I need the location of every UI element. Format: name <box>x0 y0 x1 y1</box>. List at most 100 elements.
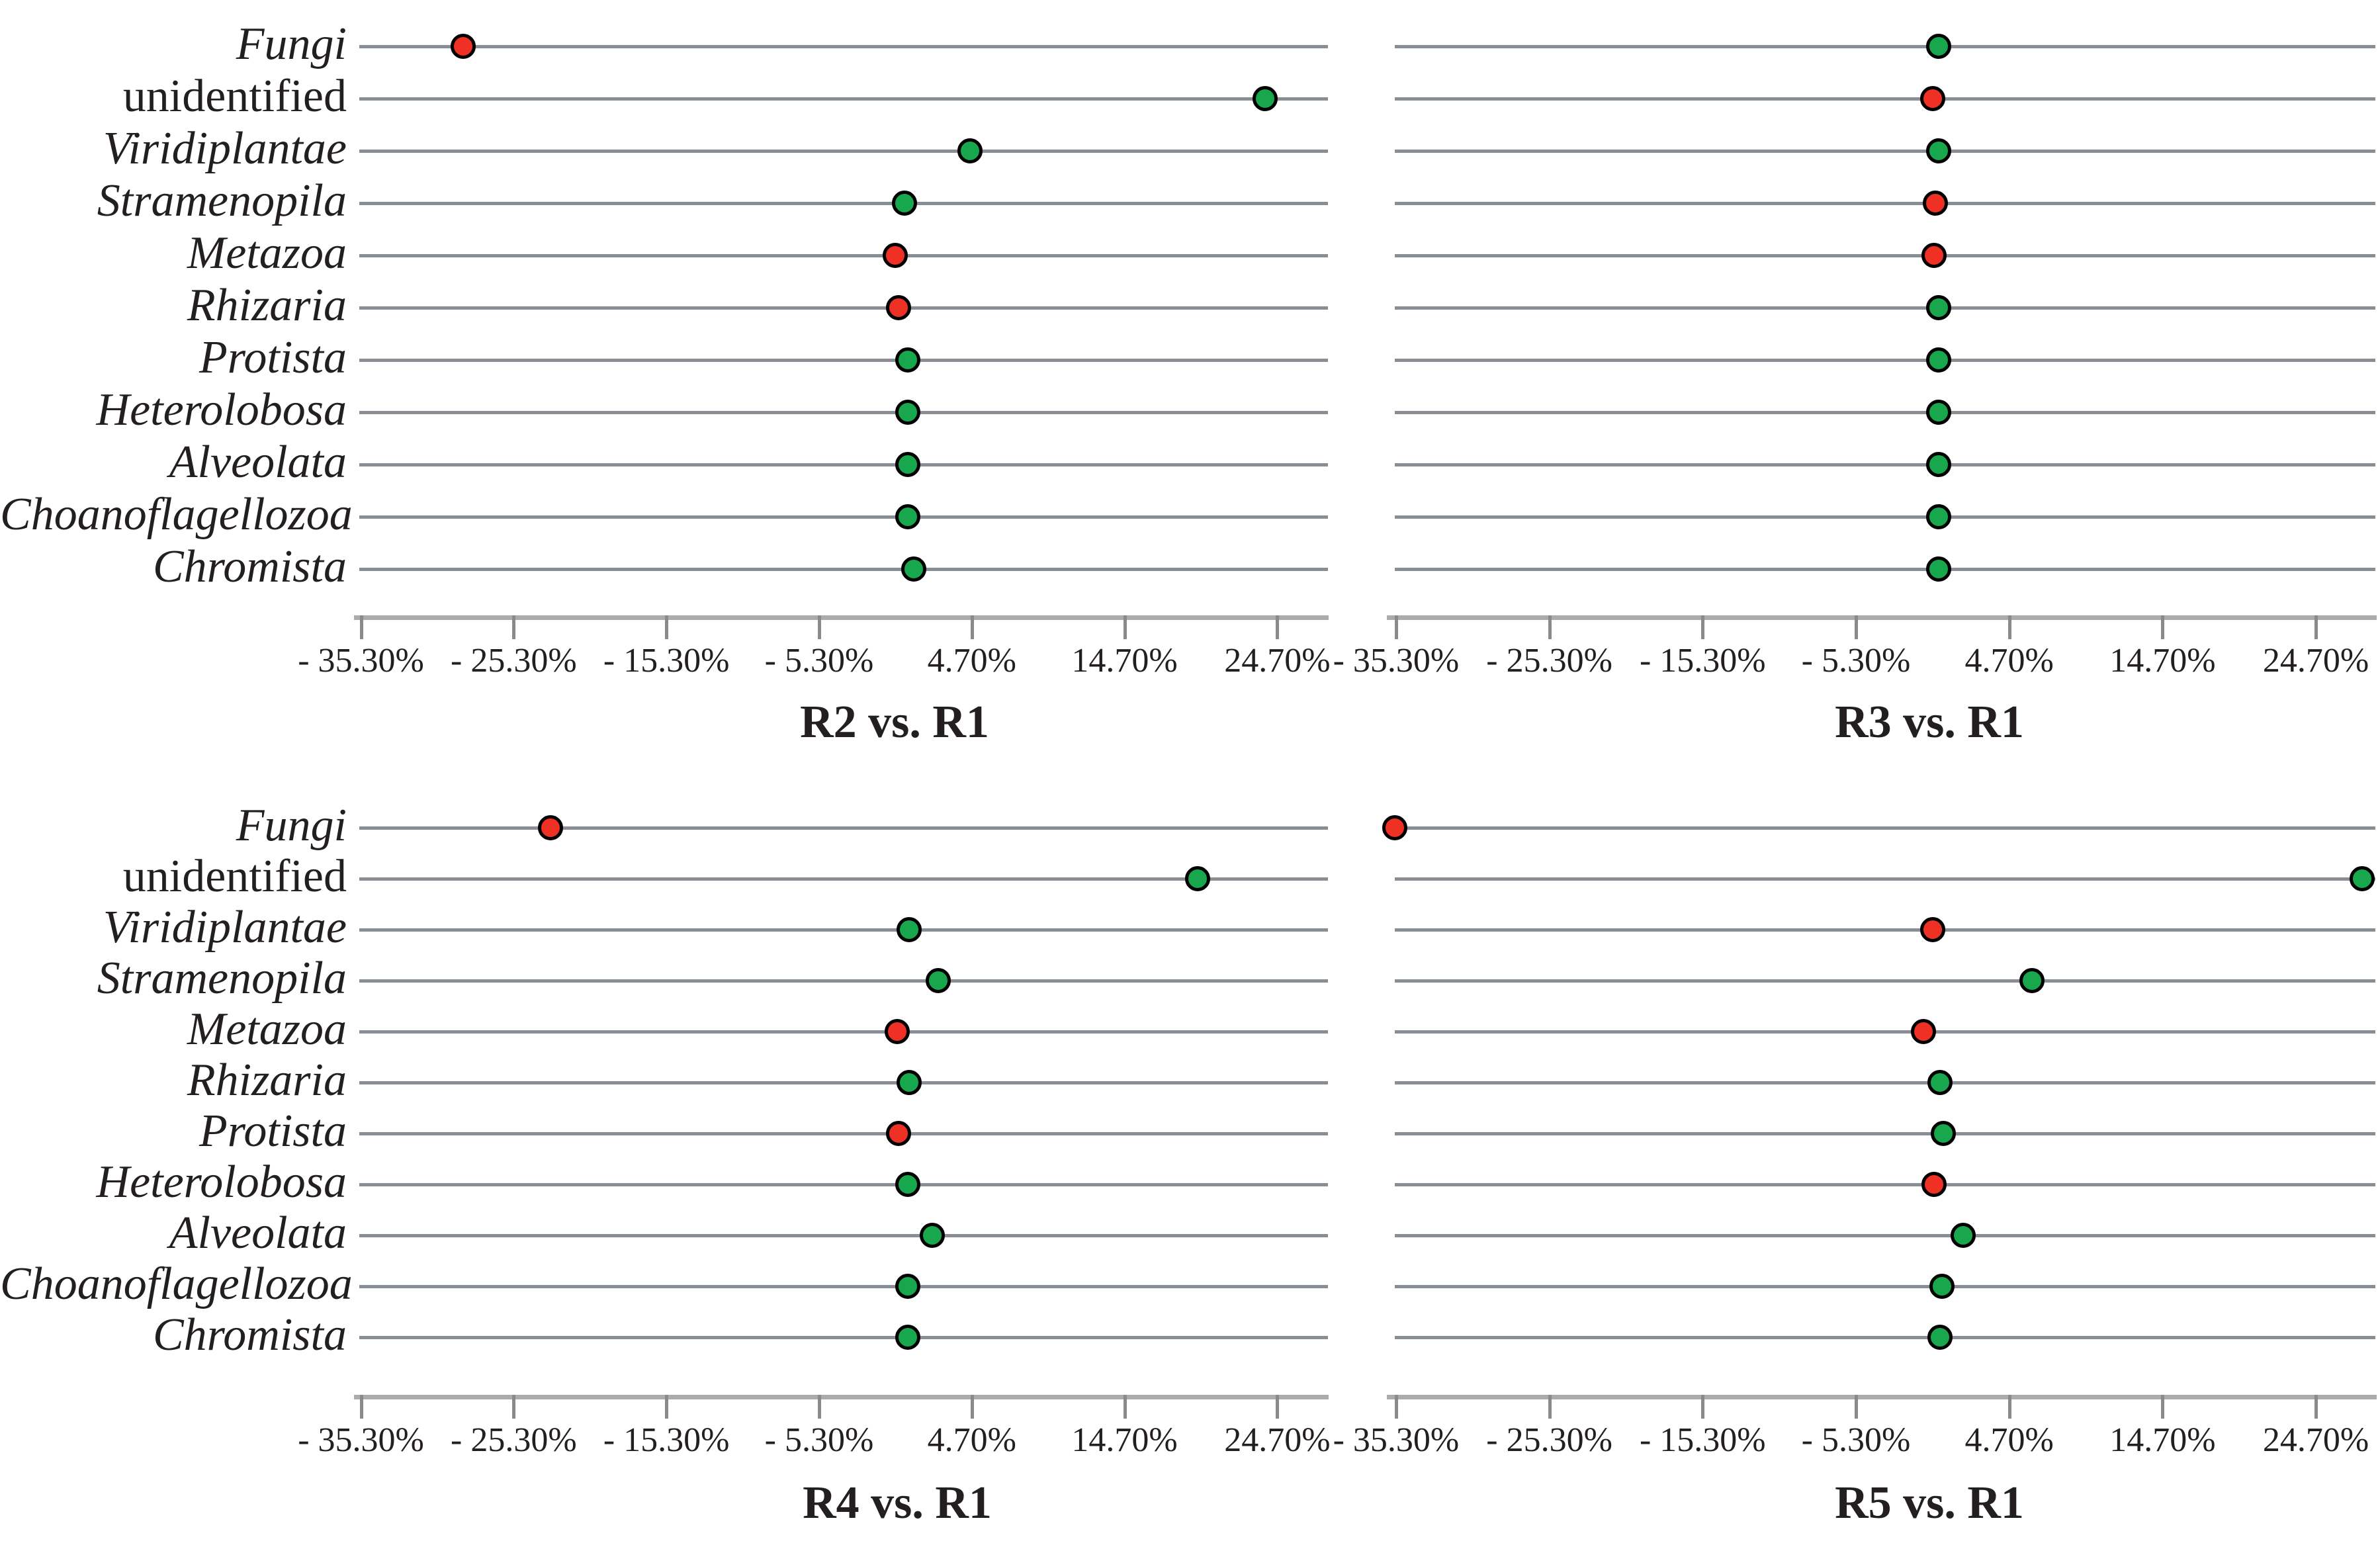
x-axis-tick-label: 4.70% <box>1964 1421 2054 1459</box>
increase-dot <box>895 347 920 373</box>
x-axis-tick-label: - 15.30% <box>603 642 730 680</box>
category-row-line <box>359 463 1328 466</box>
category-label: Protista <box>199 1106 347 1157</box>
x-axis-tick <box>1276 615 1280 639</box>
category-label: Choanoflagellozoa <box>0 489 353 541</box>
panel-title: R3 vs. R1 <box>1835 697 2024 748</box>
x-axis-tick-label: 14.70% <box>1071 1421 1178 1459</box>
increase-dot <box>926 968 951 993</box>
decrease-dot <box>1921 1172 1947 1197</box>
category-row-line <box>1395 45 2375 48</box>
category-row-line <box>1395 1132 2375 1135</box>
category-label: Chromista <box>152 1309 347 1361</box>
category-label: Stramenopila <box>97 953 347 1004</box>
x-axis-tick-label: 14.70% <box>2109 642 2216 680</box>
category-label: Heterolobosa <box>96 1157 347 1208</box>
increase-dot <box>901 556 927 582</box>
x-axis-tick <box>1854 615 1858 639</box>
decrease-dot <box>537 815 563 840</box>
decrease-dot <box>1919 86 1945 111</box>
x-axis-tick <box>359 1395 363 1419</box>
increase-dot <box>919 1223 945 1248</box>
x-axis-tick-label: - 15.30% <box>603 1421 730 1459</box>
x-axis-tick <box>1123 1395 1127 1419</box>
increase-dot <box>1929 1274 1955 1299</box>
category-row-line <box>1395 1081 2375 1084</box>
increase-dot <box>895 1325 920 1350</box>
x-axis-tick-label: - 5.30% <box>764 642 874 680</box>
x-axis-tick <box>1548 1395 1552 1419</box>
category-row-line <box>359 1336 1328 1339</box>
x-axis-tick-label: - 5.30% <box>1801 1421 1911 1459</box>
category-row-line <box>359 1030 1328 1034</box>
category-label: Viridiplantae <box>103 123 347 175</box>
x-axis-tick <box>665 615 669 639</box>
x-axis-tick-label: 4.70% <box>927 1421 1016 1459</box>
increase-dot <box>895 1274 920 1299</box>
category-row-line <box>1395 202 2375 205</box>
increase-dot <box>1926 295 1952 320</box>
category-row-line <box>359 1234 1328 1237</box>
category-row-line <box>359 254 1328 257</box>
category-label: Heterolobosa <box>96 384 347 436</box>
x-axis-tick <box>2161 615 2165 639</box>
x-axis-tick-label: 24.70% <box>1224 642 1331 680</box>
category-row-line <box>359 45 1328 48</box>
x-axis-tick <box>512 615 516 639</box>
decrease-dot <box>1919 917 1945 942</box>
category-row-line <box>359 826 1328 830</box>
x-axis-tick-label: - 25.30% <box>451 642 577 680</box>
category-label: Chromista <box>152 541 347 593</box>
category-label: Metazoa <box>187 1004 347 1055</box>
category-row-line <box>359 202 1328 205</box>
x-axis-line <box>354 1395 1329 1399</box>
category-row-line <box>1395 97 2375 101</box>
x-axis-tick <box>1394 615 1398 639</box>
category-label: Protista <box>199 332 347 384</box>
category-row-line <box>1395 411 2375 414</box>
x-axis-tick <box>2161 1395 2165 1419</box>
panel-title: R4 vs. R1 <box>803 1478 992 1528</box>
category-row-line <box>359 1285 1328 1288</box>
x-axis-tick-label: - 25.30% <box>1486 1421 1612 1459</box>
x-axis-tick-label: 4.70% <box>927 642 1016 680</box>
category-row-line <box>1395 928 2375 932</box>
x-axis-tick <box>1123 615 1127 639</box>
increase-dot <box>897 917 922 942</box>
x-axis-tick <box>1548 615 1552 639</box>
increase-dot <box>1926 556 1952 582</box>
increase-dot <box>1927 1070 1953 1095</box>
category-row-line <box>359 1183 1328 1186</box>
x-axis-tick <box>817 1395 821 1419</box>
x-axis-tick <box>1701 1395 1705 1419</box>
category-label: Fungi <box>236 800 347 852</box>
category-row-line <box>359 928 1328 932</box>
x-axis-line <box>1387 1395 2377 1399</box>
category-row-line <box>1395 826 2375 830</box>
category-row-line <box>1395 150 2375 153</box>
decrease-dot <box>1382 815 1407 840</box>
x-axis-tick-label: 14.70% <box>1071 642 1178 680</box>
decrease-dot <box>1923 191 1949 216</box>
x-axis-tick-label: - 25.30% <box>451 1421 577 1459</box>
increase-dot <box>1926 504 1952 529</box>
increase-dot <box>1931 1121 1957 1146</box>
x-axis-tick <box>970 1395 974 1419</box>
x-axis-tick <box>1701 615 1705 639</box>
x-axis-tick <box>665 1395 669 1419</box>
category-row-line <box>1395 254 2375 257</box>
x-axis-tick-label: - 5.30% <box>1801 642 1911 680</box>
category-row-line <box>1395 1183 2375 1186</box>
category-label: Rhizaria <box>187 1055 347 1106</box>
x-axis-line <box>1387 615 2377 620</box>
category-label: Rhizaria <box>187 280 347 331</box>
x-axis-tick-label: - 15.30% <box>1639 642 1766 680</box>
x-axis-tick <box>2007 615 2011 639</box>
decrease-dot <box>1910 1019 1936 1044</box>
x-axis-tick <box>817 615 821 639</box>
category-label: Alveolata <box>169 1208 347 1259</box>
category-row-line <box>359 568 1328 571</box>
increase-dot <box>892 191 918 216</box>
category-row-line <box>1395 463 2375 466</box>
panel-title: R2 vs. R1 <box>800 697 989 748</box>
